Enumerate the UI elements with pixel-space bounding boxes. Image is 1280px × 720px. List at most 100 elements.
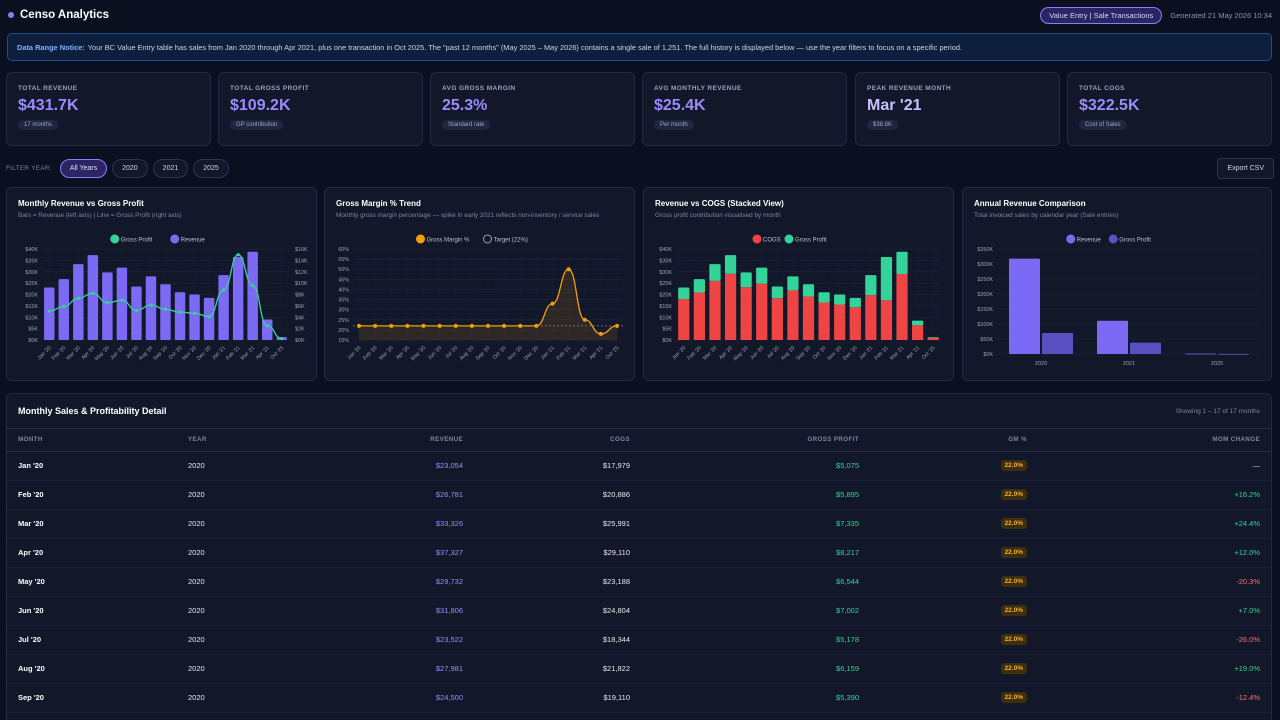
cell-gross-profit: $5,895 xyxy=(641,480,870,510)
table-row[interactable]: Jun '20 2020 $31,806 $24,804 $7,002 22.0% +7.0… xyxy=(7,596,1271,626)
cogs-bar xyxy=(927,337,939,340)
kpi-value: $25.4K xyxy=(654,97,706,114)
gross-profit-bar xyxy=(693,279,705,293)
cell-month: Apr '20 xyxy=(7,538,177,568)
filter-label: FILTER YEAR: xyxy=(6,164,52,172)
legend-label: Gross Profit xyxy=(795,238,827,244)
chart-subtitle: Monthly gross margin percentage — spike … xyxy=(336,212,600,219)
gross-profit-bar xyxy=(787,276,799,291)
x-tick-label: May '20 xyxy=(94,345,111,362)
filter-2021[interactable]: 2021 xyxy=(152,158,189,178)
gm-badge: 22.0% xyxy=(1000,518,1027,529)
cogs-bar xyxy=(849,307,861,340)
table-row[interactable]: Feb '20 2020 $26,781 $20,886 $5,895 22.0% +16.… xyxy=(7,480,1271,510)
kpi-total-revenue: Total Revenue $431.7K 17 months xyxy=(6,72,211,146)
col-month[interactable]: MONTH xyxy=(7,429,177,452)
kpi-total-cogs: Total COGS $322.5K Cost of Sales xyxy=(1067,72,1272,146)
cell-month: Sep '20 xyxy=(7,683,177,713)
cell-revenue: $37,327 xyxy=(347,538,474,568)
kpi-label: Peak Revenue Month xyxy=(867,85,952,92)
cell-year: 2020 xyxy=(177,654,347,684)
y-tick-label: 35% xyxy=(338,298,349,304)
col-year[interactable]: YEAR xyxy=(177,429,347,452)
kpi-avg-gross-margin: Avg Gross Margin 25.3% Standard rate xyxy=(430,72,635,146)
x-tick-label: Sep '20 xyxy=(152,345,169,362)
cell-mom-change: -26.0% xyxy=(1038,625,1271,655)
col-cogs[interactable]: COGS xyxy=(474,429,641,452)
margin-point xyxy=(566,267,571,272)
x-tick-label: Dec '20 xyxy=(523,345,540,362)
chart-subtitle: Bars = Revenue (left axis) | Line = Gros… xyxy=(18,212,182,219)
generated-timestamp: Generated 21 May 2026 10:34 xyxy=(1170,10,1272,20)
table-row[interactable]: Sep '20 2020 $24,500 $19,110 $5,390 22.0% -12.… xyxy=(7,683,1271,713)
col-gm-percent[interactable]: GM % xyxy=(870,429,1038,452)
gross-profit-point xyxy=(207,315,211,319)
cell-month: Feb '20 xyxy=(7,480,177,510)
revenue-bar xyxy=(145,276,157,340)
filter-all-years[interactable]: All Years xyxy=(59,158,108,178)
source-pill[interactable]: Value Entry | Sale Transactions xyxy=(1040,6,1163,24)
cogs-bar xyxy=(740,287,752,340)
cell-cogs: $19,110 xyxy=(474,683,641,713)
x-tick-label: Oct '25 xyxy=(269,345,285,361)
legend-swatch xyxy=(170,234,180,244)
col-mom-change[interactable]: MOM CHANGE xyxy=(1038,429,1271,452)
x-tick-label: Feb '21 xyxy=(225,345,241,361)
table-row[interactable]: May '20 2020 $29,732 $23,188 $6,544 22.0% -20.… xyxy=(7,567,1271,597)
gm-badge: 22.0% xyxy=(1000,692,1027,703)
x-tick-label: Jan '21 xyxy=(540,345,556,361)
export-csv-button[interactable]: Export CSV xyxy=(1217,157,1274,179)
gross-profit-point xyxy=(62,304,66,309)
x-tick-label: 2020 xyxy=(1035,361,1047,367)
cell-revenue: $23,522 xyxy=(347,625,474,655)
y-tick-label: $0K xyxy=(983,352,993,358)
filter-2025[interactable]: 2025 xyxy=(193,158,229,178)
cell-revenue: $31,806 xyxy=(347,596,474,626)
margin-point xyxy=(615,323,619,328)
cell-revenue: $27,981 xyxy=(347,654,474,684)
gm-badge: 22.0% xyxy=(1000,605,1027,616)
gross-profit-bar xyxy=(896,251,908,275)
gross-profit-point xyxy=(192,311,197,315)
cell-month: Jul '20 xyxy=(7,625,177,655)
table-row[interactable]: Jan '20 2020 $23,054 $17,979 $5,075 22.0% — xyxy=(7,451,1271,481)
col-gross-profit[interactable]: GROSS PROFIT xyxy=(641,429,870,452)
cell-year: 2020 xyxy=(177,480,347,510)
table-row[interactable]: Mar '20 2020 $33,326 $25,991 $7,335 22.0% +24.… xyxy=(7,509,1271,539)
revenue-bar xyxy=(44,287,55,340)
legend-label: Gross Profit xyxy=(121,238,153,244)
year-filter-bar: FILTER YEAR: All Years 2020 2021 2025 Ex… xyxy=(6,157,1274,179)
y-tick-label: 25% xyxy=(338,318,349,324)
filter-2020[interactable]: 2020 xyxy=(112,158,148,178)
cell-mom-change: +12.0% xyxy=(1038,538,1271,568)
data-range-notice: Data Range Notice: Your BC Value Entry t… xyxy=(7,33,1272,61)
x-tick-label: Dec '20 xyxy=(842,345,859,362)
notice-label: Data Range Notice: xyxy=(17,42,85,52)
x-tick-label: Jan '20 xyxy=(346,345,362,361)
cell-gross-profit: $5,178 xyxy=(641,625,870,655)
col-revenue[interactable]: REVENUE xyxy=(347,429,474,452)
cogs-bar xyxy=(709,280,721,340)
cogs-bar xyxy=(818,302,830,340)
cell-gross-profit: $6,159 xyxy=(641,654,870,684)
gross-profit-bar xyxy=(756,267,768,284)
gross-profit-bar xyxy=(771,286,783,299)
table-row[interactable]: Jul '20 2020 $23,522 $18,344 $5,178 22.0% -26.… xyxy=(7,625,1271,655)
margin-point xyxy=(502,323,507,328)
table-row[interactable]: Aug '20 2020 $27,981 $21,822 $6,159 22.0% +19.… xyxy=(7,654,1271,684)
x-tick-label: Jan '21 xyxy=(211,345,227,361)
gross-profit-point xyxy=(265,324,269,328)
cell-year: 2020 xyxy=(177,625,347,655)
revenue-bar xyxy=(160,284,171,340)
chart-title: Monthly Revenue vs Gross Profit xyxy=(18,199,144,208)
gross-profit-bar xyxy=(834,294,846,305)
y-tick-label: 20% xyxy=(338,328,349,334)
gross-profit-bar xyxy=(724,255,737,274)
gross-profit-point xyxy=(91,291,95,295)
table-row[interactable]: Apr '20 2020 $37,327 $29,110 $8,217 22.0% +12.… xyxy=(7,538,1271,568)
cogs-bar xyxy=(724,273,737,340)
revenue-bar xyxy=(58,279,70,340)
margin-point xyxy=(582,317,587,322)
annual-revenue-chart-svg: Revenue Gross Profit $0K $50K $100K $150K $200… xyxy=(977,234,1261,367)
gross-profit-bar xyxy=(818,292,830,303)
